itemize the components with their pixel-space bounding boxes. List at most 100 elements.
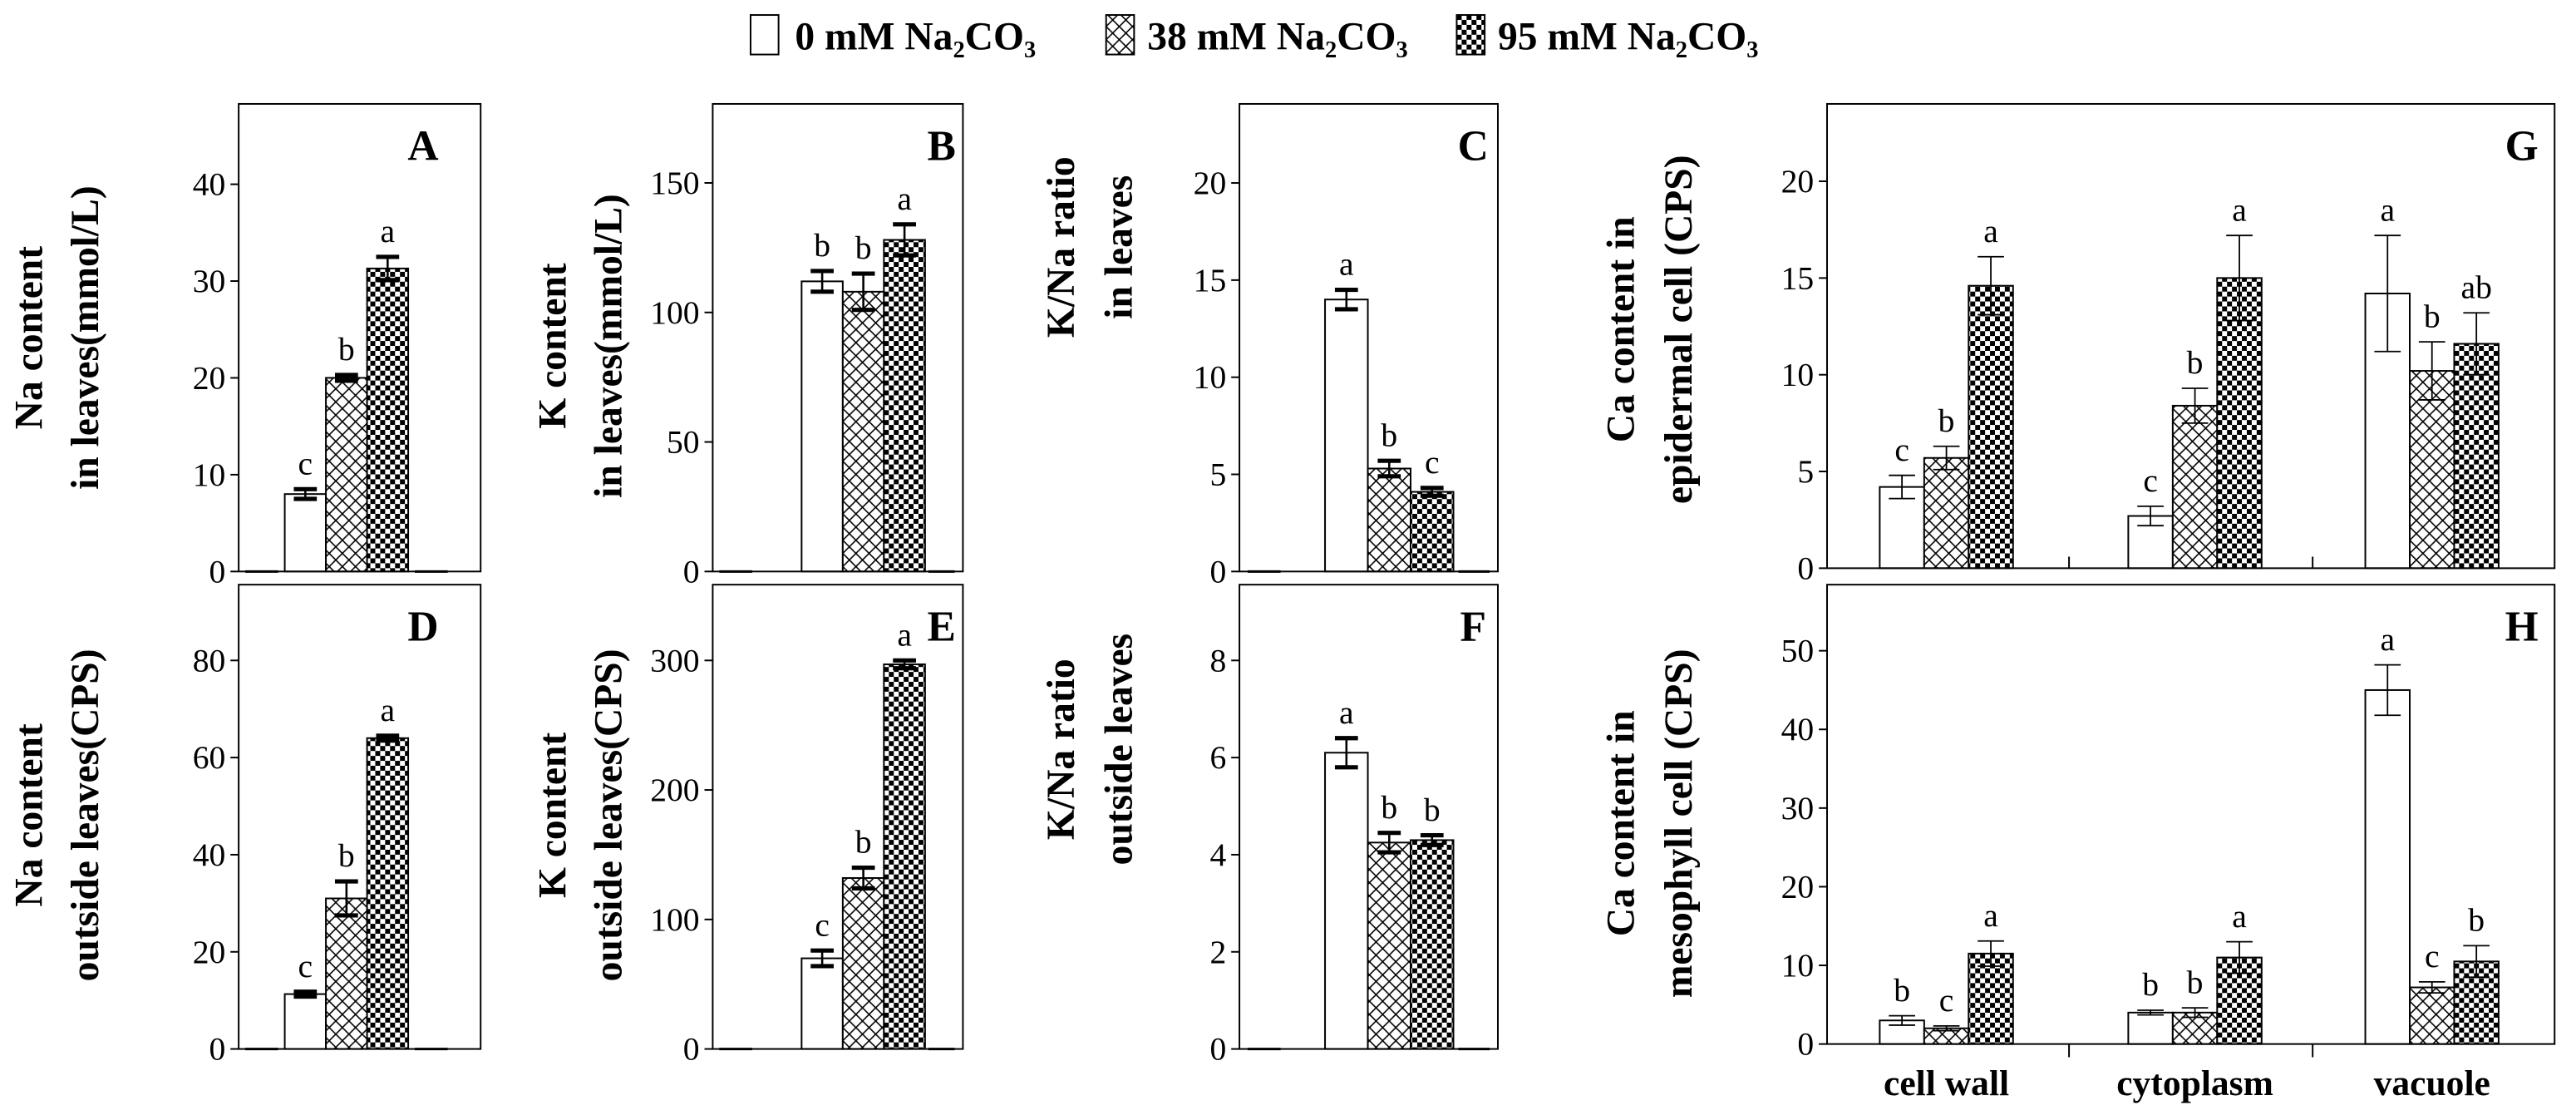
significance-letter: b <box>814 227 830 264</box>
bar-h-series2-group0 <box>1968 952 2014 1045</box>
y-tick-label: 40 <box>193 166 226 203</box>
significance-letter: b <box>2187 964 2204 1000</box>
y-axis-title: in leaves(mmol/L) <box>588 194 631 498</box>
bar-e-series1-group0 <box>841 876 885 1050</box>
bar-c-series2-group0 <box>1410 491 1455 573</box>
significance-letter: c <box>1894 432 1909 468</box>
y-tick-label: 100 <box>650 294 699 331</box>
y-axis-title: K content <box>531 733 574 898</box>
significance-letter: c <box>298 446 313 482</box>
y-tick-label: 2 <box>1209 934 1226 970</box>
significance-letter: c <box>1939 982 1954 1019</box>
y-tick-label: 5 <box>1209 456 1226 493</box>
legend-label-0mm: 0 mM Na₂CO₃ <box>795 16 1036 59</box>
significance-letter: b <box>2142 966 2159 1003</box>
bar-a-series2-group0 <box>366 267 410 573</box>
panel-c: 0 5 10 15 20 a bc C K/Na ratio in leaves <box>1040 102 1499 590</box>
bar-g-series1-group0 <box>1923 456 1970 570</box>
y-tick-label: 15 <box>1194 262 1227 298</box>
significance-letter: a <box>1339 246 1354 283</box>
bar-h-series0-group1 <box>2127 1011 2174 1045</box>
significance-letter: a <box>1983 213 1998 249</box>
bar-f-series0-group0 <box>1324 752 1369 1050</box>
bar-d-series2-group0 <box>366 737 410 1050</box>
bar-f-series2-group0 <box>1410 839 1455 1050</box>
significance-letter: b <box>1424 792 1441 828</box>
bar-h-series0-group2 <box>2364 688 2411 1045</box>
y-tick-label: 40 <box>193 836 226 873</box>
legend-swatch-95mm <box>1455 14 1486 56</box>
y-tick-label: 0 <box>209 553 225 590</box>
y-tick-label: 20 <box>193 359 226 396</box>
x-category-label: cell wall <box>1884 1063 2009 1103</box>
bar-a-series1-group0 <box>325 377 368 573</box>
bar-b-series2-group0 <box>883 239 926 573</box>
y-axis-title: Na content <box>8 246 52 430</box>
bar-c-series0-group0 <box>1324 298 1369 573</box>
bar-b-series0-group0 <box>800 280 844 573</box>
panel-label: C <box>1458 122 1489 170</box>
bar-c-series1-group0 <box>1367 467 1412 573</box>
significance-letter: ab <box>2461 269 2492 305</box>
bar-d-series1-group0 <box>325 897 368 1050</box>
panel-label: E <box>927 603 955 650</box>
panel-a: 0 10 20 30 40 c b a A Na content in leaves(mmol/L) <box>8 102 482 590</box>
panel-f: 0 2 4 6 8 a b b F K/Na ratio outside leaves <box>1040 584 1499 1068</box>
y-axis-title: mesophyll cell (CPS) <box>1657 649 1701 998</box>
y-tick-label: 0 <box>209 1031 225 1068</box>
y-tick-label: 0 <box>1209 553 1226 590</box>
y-tick-label: 20 <box>193 934 226 970</box>
y-axis-title: Ca content in <box>1599 710 1643 936</box>
y-axis-title: outside leaves(CPS) <box>64 649 107 981</box>
legend-label-38mm: 38 mM Na₂CO₃ <box>1147 16 1408 59</box>
legend-swatch-38mm <box>1105 14 1135 56</box>
y-axis-title: outside leaves(CPS) <box>588 649 631 981</box>
significance-letter: a <box>2232 898 2247 935</box>
y-axis-title: K content <box>531 263 574 428</box>
y-axis-title: outside leaves <box>1098 634 1141 865</box>
significance-letter: b <box>1894 972 1910 1009</box>
y-axis-title: Ca content in <box>1599 216 1643 442</box>
significance-letter: a <box>897 616 912 653</box>
significance-letter: c <box>2143 462 2158 499</box>
y-tick-label: 20 <box>1194 165 1227 201</box>
y-tick-label: 20 <box>1781 868 1815 905</box>
bar-f-series1-group0 <box>1367 841 1412 1050</box>
bar-g-series2-group1 <box>2216 277 2263 570</box>
bar-g-series2-group0 <box>1968 284 2014 570</box>
y-tick-label: 6 <box>1209 739 1226 776</box>
bar-a-series0-group0 <box>283 493 328 573</box>
y-tick-label: 0 <box>1797 550 1814 586</box>
plot-frame <box>1239 102 1499 573</box>
legend-swatch-0mm <box>749 14 780 56</box>
plot-frame <box>238 584 482 1050</box>
y-tick-label: 5 <box>1797 453 1814 490</box>
y-tick-label: 10 <box>193 456 226 493</box>
plot-frame <box>1239 584 1499 1050</box>
y-tick-label: 100 <box>650 901 699 938</box>
significance-letter: b <box>338 331 355 368</box>
significance-letter: a <box>381 692 396 728</box>
significance-letter: c <box>2425 938 2440 974</box>
significance-letter: b <box>2424 298 2441 334</box>
legend: 0 mM Na₂CO₃ 38 mM Na₂CO₃ 95 mM Na₂CO₃ <box>749 14 1759 59</box>
plot-frame <box>1826 102 2556 570</box>
y-axis-title: K/Na ratio <box>1040 156 1083 338</box>
y-tick-label: 80 <box>193 642 226 678</box>
y-tick-label: 30 <box>193 263 226 299</box>
y-tick-label: 200 <box>650 772 699 808</box>
significance-letter: c <box>815 906 830 943</box>
y-tick-label: 50 <box>1781 633 1815 669</box>
plot-frame <box>238 102 482 573</box>
y-tick-label: 40 <box>1781 711 1815 747</box>
significance-letter: a <box>381 213 396 249</box>
y-tick-label: 30 <box>1781 790 1815 826</box>
bar-g-series1-group1 <box>2171 404 2219 570</box>
y-axis-title: in leaves <box>1098 175 1141 319</box>
y-tick-label: 10 <box>1781 357 1815 393</box>
significance-letter: b <box>1381 789 1397 826</box>
